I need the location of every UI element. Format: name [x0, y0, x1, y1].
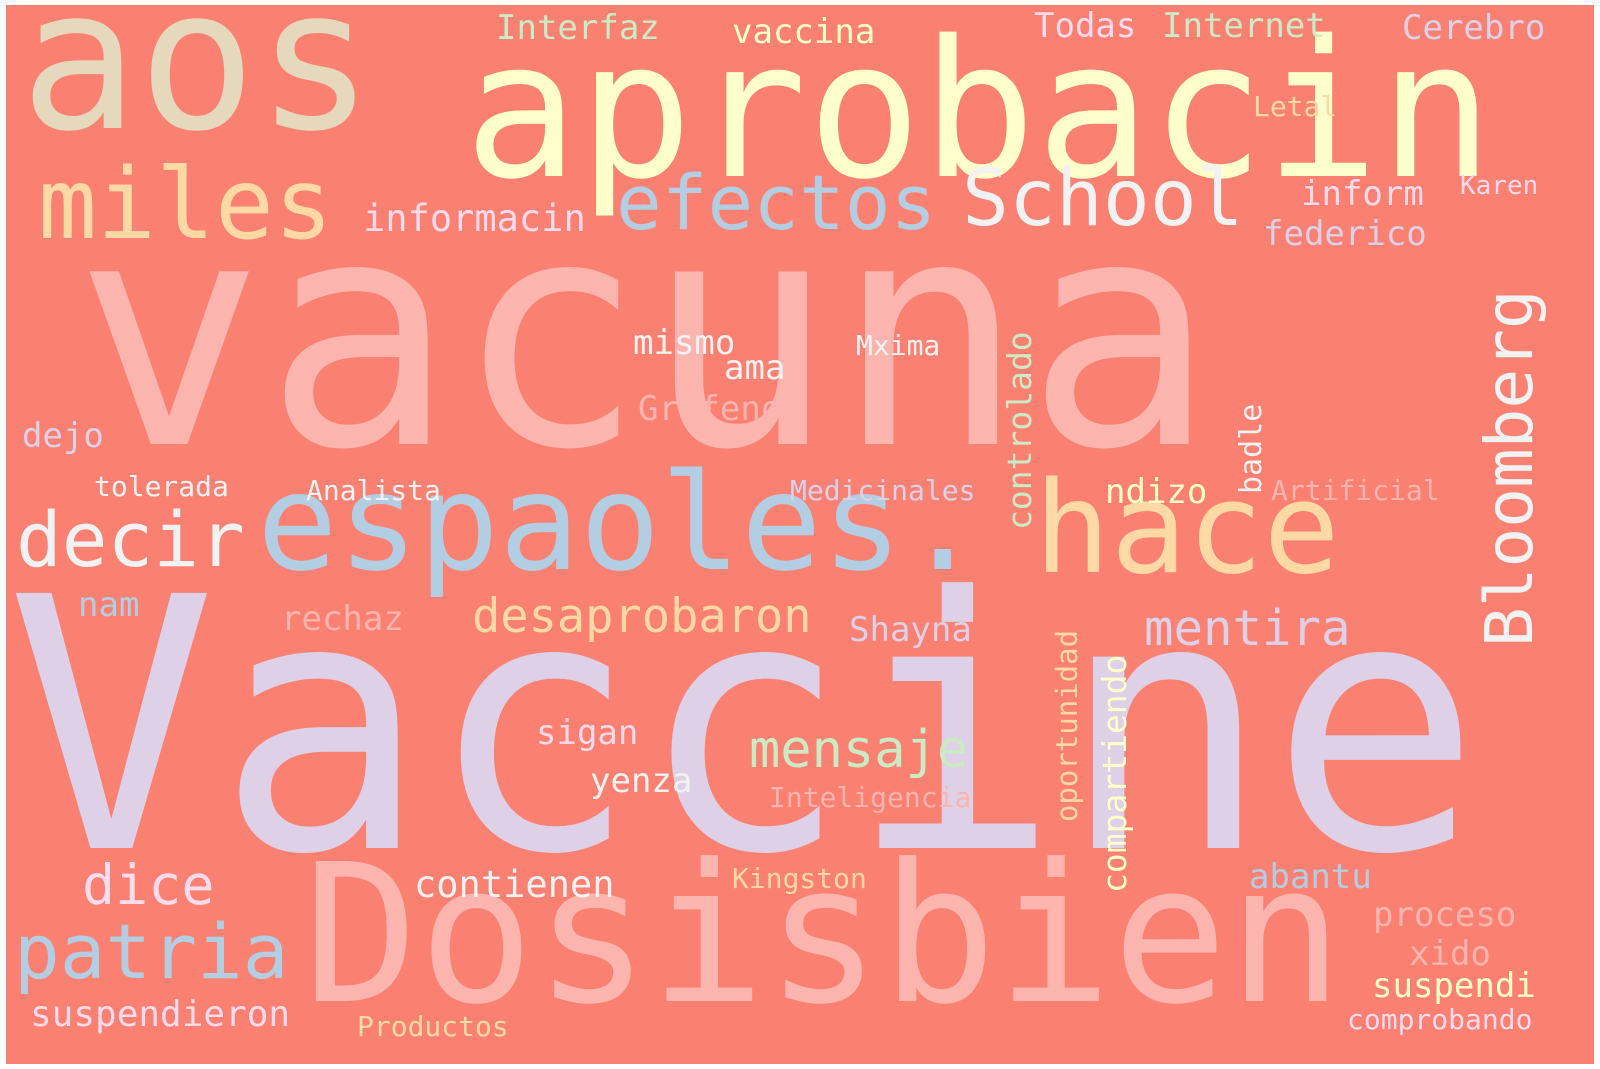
word-internet: Internet [1162, 6, 1326, 46]
word-letal: Letal [1253, 90, 1338, 123]
word-aprobacin: aprobacin [464, 5, 1494, 221]
word-desaprobaron: desaprobaron [472, 589, 812, 644]
word-nam: nam [78, 585, 140, 625]
word-decir: decir [16, 495, 245, 584]
word-bloomberg: Bloomberg [1471, 289, 1548, 647]
word-contienen: contienen [414, 863, 615, 906]
word-vaccine: Vaccine [6, 523, 1482, 931]
word-comprobando: comprobando [1347, 1003, 1533, 1036]
word-grafeno: Grafeno [638, 389, 782, 429]
word-rechaz: rechaz [281, 599, 404, 639]
word-kingston: Kingston [732, 862, 867, 895]
word-karen: Karen [1460, 171, 1539, 201]
word-miles: miles [38, 148, 334, 262]
word-efectos: efectos [616, 158, 937, 247]
word-inform: inform [1301, 174, 1424, 214]
word-informacin: informacin [363, 197, 586, 240]
word-mxima: Mxima [856, 329, 941, 362]
word-sigan: sigan [536, 713, 639, 753]
word-controlado: controlado [1000, 331, 1039, 530]
word-artificial: Artificial [1271, 474, 1440, 507]
word-inteligencia: Inteligencia [769, 781, 972, 814]
word-dice: dice [82, 853, 215, 917]
word-espaoles: espaoles. [257, 445, 984, 601]
word-cloud: Vaccine vacuna Dosisbien aprobacin aos e… [6, 5, 1594, 1064]
word-oportunidad: oportunidad [1050, 629, 1084, 822]
word-compartiendo: compartiendo [1095, 654, 1134, 893]
word-hace: hace [1034, 454, 1340, 602]
word-xido: xido [1409, 934, 1491, 974]
word-ama: ama [724, 348, 786, 388]
word-yenza: yenza [590, 761, 693, 801]
word-cerebro: Cerebro [1402, 8, 1546, 48]
word-badle: badle [1234, 403, 1269, 494]
word-suspendieron: suspendieron [30, 994, 291, 1035]
word-dosisbien: Dosisbien [303, 824, 1344, 1047]
word-dejo: dejo [22, 416, 104, 456]
word-patria: patria [14, 907, 289, 996]
word-mentira: mentira [1144, 600, 1351, 657]
word-school: School [962, 154, 1244, 244]
word-abantu: abantu [1249, 857, 1372, 897]
word-federico: federico [1263, 214, 1427, 254]
word-aos: aos [20, 5, 375, 175]
word-productos: Productos [357, 1010, 509, 1043]
word-vaccina: vaccina [732, 12, 876, 52]
word-vacuna: vacuna [74, 151, 1216, 519]
word-interfaz: Interfaz [496, 8, 660, 48]
word-proceso: proceso [1373, 895, 1517, 935]
word-mismo: mismo [633, 323, 736, 363]
word-shayna: Shayna [849, 610, 972, 650]
word-todas: Todas [1034, 6, 1137, 46]
word-suspendi: suspendi [1372, 966, 1536, 1006]
word-ndizo: ndizo [1105, 472, 1208, 512]
word-medicinales: Medicinales [790, 474, 976, 507]
word-analista: Analista [306, 474, 441, 507]
word-mensaje: mensaje [749, 720, 969, 780]
word-tolerada: tolerada [94, 470, 229, 503]
